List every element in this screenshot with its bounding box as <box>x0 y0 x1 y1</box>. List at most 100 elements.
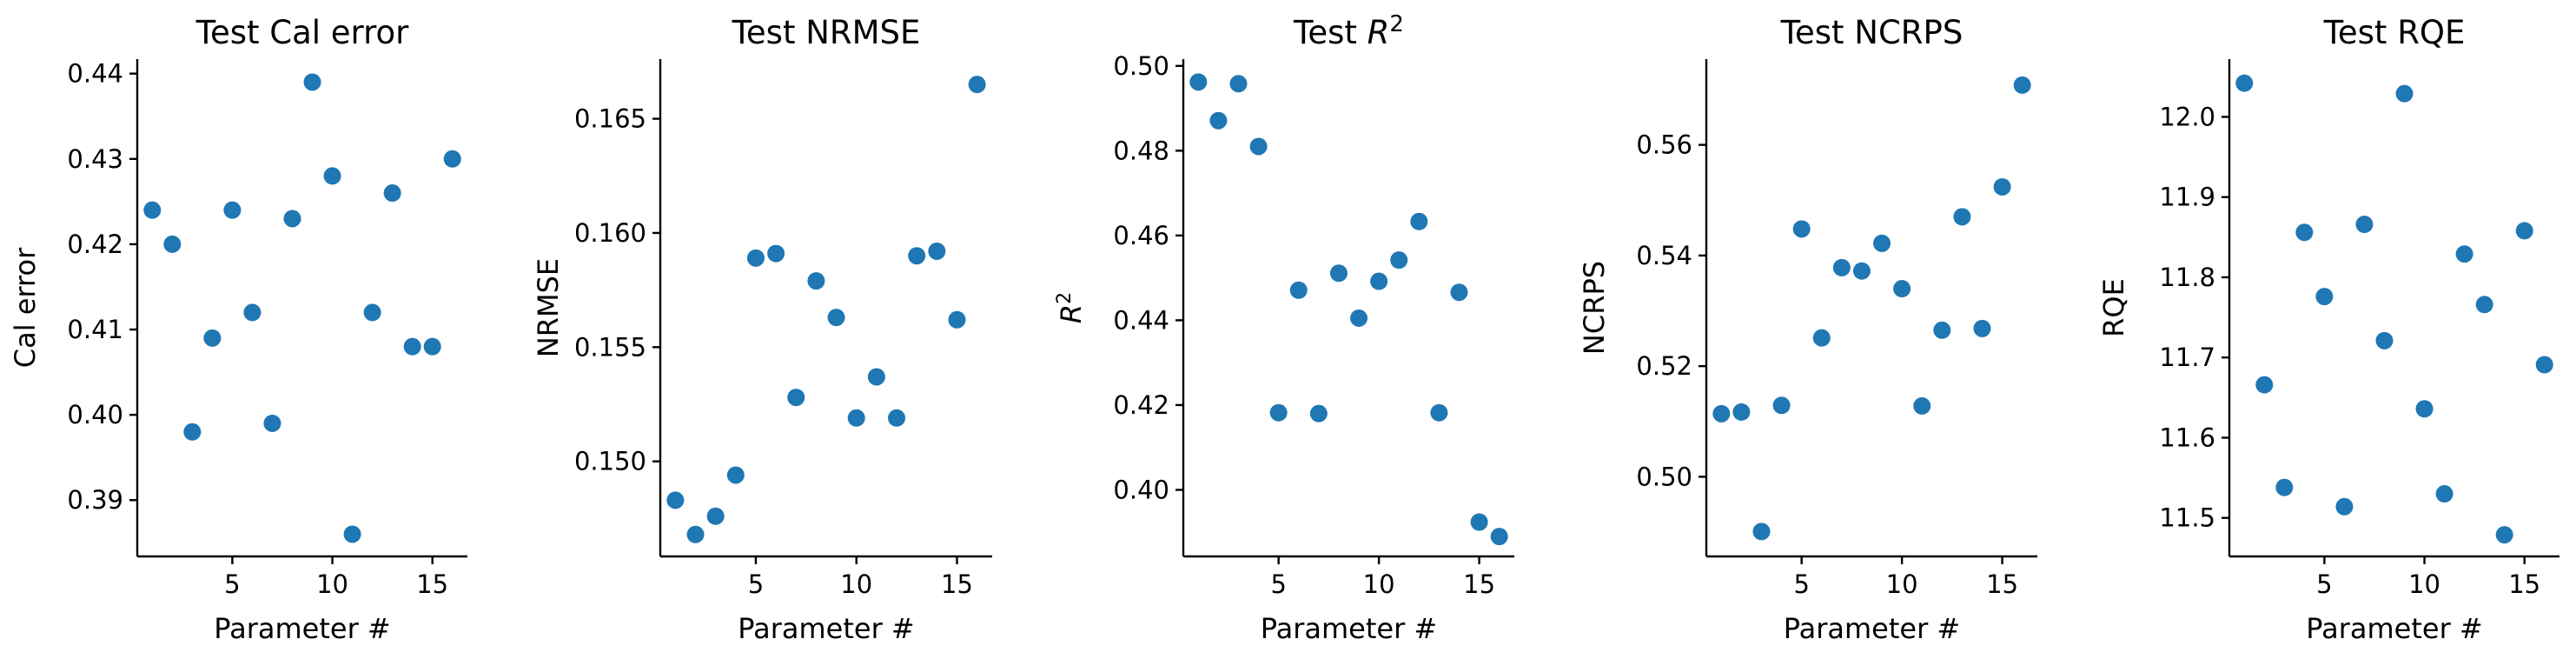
data-point <box>1209 111 1228 130</box>
data-point <box>1732 403 1751 421</box>
x-axis-label: Parameter # <box>214 612 390 645</box>
chart-title: Test Cal error <box>195 14 410 51</box>
data-point <box>1752 523 1771 541</box>
y-tick-label: 0.39 <box>67 485 123 515</box>
data-point <box>2515 222 2533 240</box>
data-point <box>323 167 341 185</box>
data-point <box>1410 212 1428 230</box>
data-point <box>303 73 321 91</box>
data-point <box>928 242 946 260</box>
data-point <box>968 76 986 94</box>
y-tick-label: 0.40 <box>1113 475 1169 504</box>
x-tick-label: 5 <box>1793 569 1809 599</box>
data-point <box>1893 280 1911 298</box>
data-point <box>183 423 202 441</box>
y-tick-label: 0.160 <box>574 218 646 248</box>
y-tick-label: 11.6 <box>2159 423 2215 452</box>
data-point <box>908 247 926 265</box>
y-tick-label: 0.155 <box>574 332 646 362</box>
x-tick-label: 15 <box>941 569 973 599</box>
data-point <box>706 507 725 525</box>
data-point <box>263 414 281 432</box>
data-point <box>787 389 805 407</box>
x-tick-label: 15 <box>1463 569 1495 599</box>
chart-panel-5: Test RQE 5 10 15 11.5 11.6 11.7 11.8 11.9 12.0 Par… <box>2097 14 2559 645</box>
data-point <box>1832 258 1851 276</box>
data-point <box>1490 528 1508 546</box>
data-point <box>767 244 785 263</box>
x-tick-label: 15 <box>1986 569 2018 599</box>
data-point <box>2335 497 2354 516</box>
data-point <box>1812 329 1831 347</box>
data-point <box>666 491 685 509</box>
data-point <box>2355 216 2374 234</box>
y-tick-label: 0.54 <box>1636 241 1692 270</box>
data-point <box>1249 137 1268 156</box>
data-point <box>1450 283 1468 302</box>
y-tick-label: 0.165 <box>574 104 646 134</box>
x-tick-label: 10 <box>1363 569 1395 599</box>
x-tick-label: 10 <box>316 569 348 599</box>
y-tick-label: 0.44 <box>67 59 123 89</box>
data-point <box>888 409 906 427</box>
data-point <box>2375 331 2394 349</box>
data-point <box>423 337 441 356</box>
x-axis-label: Parameter # <box>738 612 914 645</box>
data-point <box>1229 75 1248 93</box>
data-point <box>2315 288 2334 306</box>
data-point <box>383 184 401 203</box>
data-point <box>1913 396 1931 415</box>
y-tick-label: 0.42 <box>1113 390 1169 420</box>
data-point <box>1712 404 1731 423</box>
data-point <box>2275 478 2294 496</box>
data-point <box>2295 223 2314 242</box>
data-point <box>143 201 162 219</box>
data-point <box>1289 281 1308 299</box>
x-tick-label: 5 <box>1270 569 1286 599</box>
y-tick-label: 11.7 <box>2159 343 2215 372</box>
y-axis-label: NRMSE <box>532 258 565 357</box>
x-tick-label: 10 <box>2408 569 2440 599</box>
data-point <box>1933 321 1951 339</box>
data-point <box>1852 262 1871 280</box>
x-tick-label: 15 <box>2508 569 2540 599</box>
y-axis-label: NCRPS <box>1578 261 1611 355</box>
y-tick-label: 11.5 <box>2159 503 2215 533</box>
y-tick-label: 0.50 <box>1636 462 1692 491</box>
y-tick-label: 11.8 <box>2159 263 2215 292</box>
x-axis-label: Parameter # <box>1784 612 1960 645</box>
data-point <box>746 249 765 267</box>
y-axis-label: RQE <box>2097 278 2130 337</box>
y-tick-label: 0.150 <box>574 447 646 476</box>
y-tick-label: 0.48 <box>1113 136 1169 165</box>
y-tick-label: 0.56 <box>1636 130 1692 160</box>
data-point <box>1873 234 1891 252</box>
data-point <box>1329 264 1348 283</box>
data-point <box>223 201 242 219</box>
data-point <box>2255 376 2274 394</box>
chart-panel-3: Test R25 10 150.400.420.440.460.480.50Para… <box>1054 11 1514 645</box>
chart-title: Test RQE <box>2323 14 2466 51</box>
data-point <box>827 309 845 327</box>
data-point <box>343 525 361 543</box>
data-point <box>1309 404 1328 423</box>
y-axis-label: Cal error <box>9 247 42 368</box>
x-tick-label: 5 <box>2316 569 2332 599</box>
data-point <box>1189 73 1208 91</box>
data-point <box>847 409 865 427</box>
x-tick-label: 15 <box>416 569 448 599</box>
data-point <box>2455 245 2473 263</box>
chart-title: Test R2 <box>1293 11 1404 51</box>
x-tick-label: 5 <box>748 569 764 599</box>
data-point <box>1772 396 1791 415</box>
y-tick-label: 12.0 <box>2159 102 2215 131</box>
chart-panel-1: Test Cal error 5 10 15 0.39 0.40 0.41 0.42 0.43 0… <box>9 14 467 645</box>
data-point <box>867 368 885 386</box>
data-point <box>807 272 825 290</box>
data-point <box>363 303 381 322</box>
data-point <box>2415 400 2434 418</box>
data-point <box>2235 74 2254 92</box>
data-point <box>1370 272 1388 290</box>
y-tick-label: 0.42 <box>67 230 123 259</box>
